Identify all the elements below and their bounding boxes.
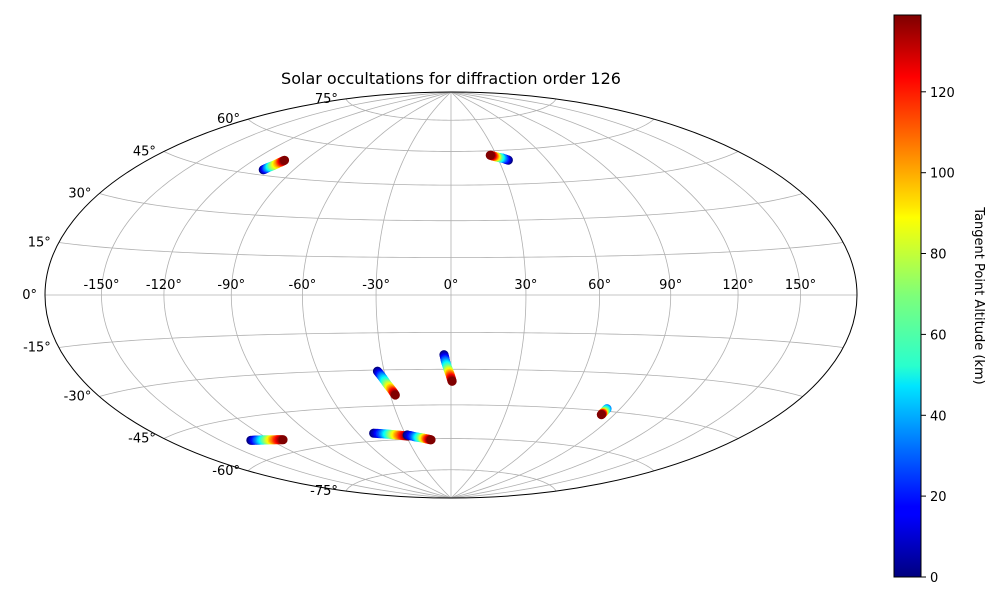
parallel-line	[58, 332, 844, 348]
longitude-tick-label: -90°	[217, 278, 245, 293]
data-point	[426, 435, 436, 445]
parallel-line	[247, 438, 655, 472]
longitude-tick-label: 30°	[514, 278, 537, 293]
latitude-tick-label: 15°	[28, 236, 51, 251]
colorbar-tick-label: 40	[930, 409, 947, 424]
latitude-tick-label: -75°	[310, 484, 338, 499]
longitude-tick-label: 90°	[659, 278, 682, 293]
longitude-tick-label: -120°	[146, 278, 182, 293]
longitude-tick-label: 60°	[588, 278, 611, 293]
colorbar-label: Tangent Point Altitude (km)	[971, 206, 986, 384]
latitude-tick-label: -45°	[128, 432, 156, 447]
latitude-tick-label: 0°	[22, 288, 37, 303]
data-point	[279, 155, 290, 165]
colorbar-tick-label: 120	[930, 86, 955, 101]
longitude-tick-label: -30°	[362, 278, 390, 293]
map-area	[44, 91, 858, 499]
colorbar-tick-label: 20	[930, 490, 947, 505]
latitude-tick-label: 45°	[133, 145, 156, 160]
data-point	[390, 390, 400, 400]
occultation-points	[246, 150, 612, 445]
data-point	[447, 376, 457, 386]
chart-title: Solar occultations for diffraction order…	[281, 69, 621, 88]
parallel-line	[247, 118, 655, 152]
data-point	[596, 410, 607, 420]
latitude-tick-labels: -75° -60° -45° -30° -15° 0° 15° 30° 45° 60° 75°	[22, 92, 338, 499]
colorbar-tick-label: 100	[930, 167, 955, 182]
colorbar-tick-label: 80	[930, 248, 947, 263]
parallel-line	[163, 404, 739, 439]
colorbar-gradient	[893, 14, 922, 578]
parallel-line	[163, 151, 739, 186]
latitude-tick-label: 60°	[217, 112, 240, 127]
colorbar-ticks: 0 20 40 60 80 100 120	[921, 86, 955, 586]
latitude-tick-label: -60°	[212, 464, 240, 479]
latitude-tick-label: -30°	[64, 390, 92, 405]
parallel-line	[345, 98, 557, 121]
longitude-tick-label: -60°	[289, 278, 317, 293]
map-grid	[45, 92, 857, 498]
parallel-line	[58, 242, 844, 258]
data-point	[278, 435, 288, 445]
latitude-tick-label: 30°	[68, 187, 91, 202]
longitude-tick-label: -150°	[83, 278, 119, 293]
parallel-line	[99, 193, 803, 222]
latitude-tick-label: 75°	[315, 92, 338, 107]
data-point	[485, 150, 495, 160]
longitude-tick-labels: -150° -120° -90° -60° -30° 0° 30° 60° 90° 120° 150…	[83, 278, 816, 293]
latitude-tick-label: -15°	[23, 341, 51, 356]
longitude-tick-label: 150°	[785, 278, 816, 293]
colorbar-tick-label: 60	[930, 328, 947, 343]
parallel-line	[345, 469, 557, 492]
longitude-tick-label: 0°	[444, 278, 459, 293]
map-outline	[44, 91, 858, 499]
longitude-tick-label: 120°	[722, 278, 753, 293]
colorbar-tick-label: 0	[930, 571, 938, 586]
colorbar: 0 20 40 60 80 100 120 Tangent Point Altitude (…	[893, 14, 986, 586]
